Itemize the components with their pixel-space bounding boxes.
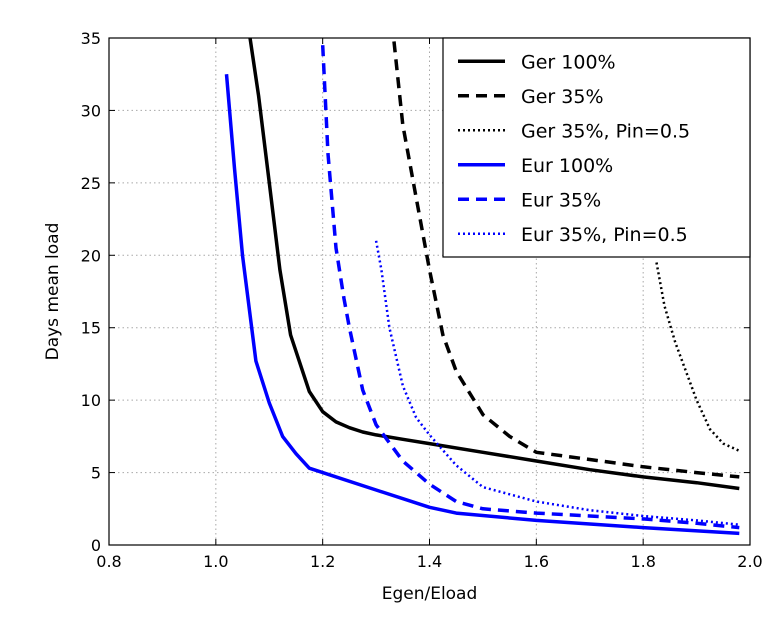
x-axis-label: Egen/Eload xyxy=(382,584,478,604)
series-layer xyxy=(224,38,740,536)
x-tick-label: 0.8 xyxy=(96,552,121,571)
y-axis-label: Days mean load xyxy=(43,223,63,361)
series-line-ger-100 xyxy=(248,38,740,491)
legend-label-ger-100: Ger 100% xyxy=(521,51,616,73)
y-tick-label: 15 xyxy=(81,319,101,338)
y-tick-label: 10 xyxy=(81,391,101,410)
y-tick-label: 25 xyxy=(81,174,101,193)
y-tick-label: 35 xyxy=(81,29,101,48)
legend-label-eur-35: Eur 35% xyxy=(521,189,601,211)
x-tick-label: 1.4 xyxy=(417,552,442,571)
x-tick-label: 2.0 xyxy=(737,552,762,571)
y-tick-label: 20 xyxy=(81,246,101,265)
x-tick-label: 1.6 xyxy=(524,552,549,571)
y-tick-label: 30 xyxy=(81,101,101,120)
x-tick-label: 1.2 xyxy=(310,552,335,571)
axis-ticks: 0.8 1.0 1.2 1.4 1.6 1.8 2.0 0 5 10 15 20 25 30 35 xyxy=(81,29,763,571)
legend-label-eur-35-pin-0-5: Eur 35%, Pin=0.5 xyxy=(521,224,688,246)
y-tick-label: 5 xyxy=(91,464,101,483)
x-tick-label: 1.0 xyxy=(203,552,228,571)
legend-label-ger-35: Ger 35% xyxy=(521,86,604,108)
y-tick-label: 0 xyxy=(91,536,101,555)
series-line-eur-100 xyxy=(224,74,740,536)
series-line-eur-35 xyxy=(320,45,740,530)
legend-label-ger-35-pin-0-5: Ger 35%, Pin=0.5 xyxy=(521,120,690,142)
x-tick-label: 1.8 xyxy=(630,552,655,571)
legend-box xyxy=(442,37,751,258)
series-line-ger-35 xyxy=(391,38,740,479)
legend-label-eur-100: Eur 100% xyxy=(521,155,613,177)
series-line-ger-35-pin-0-5 xyxy=(655,262,740,452)
legend: Ger 100% Ger 35% Ger 35%, Pin=0.5 Eur 100% E… xyxy=(442,37,751,258)
